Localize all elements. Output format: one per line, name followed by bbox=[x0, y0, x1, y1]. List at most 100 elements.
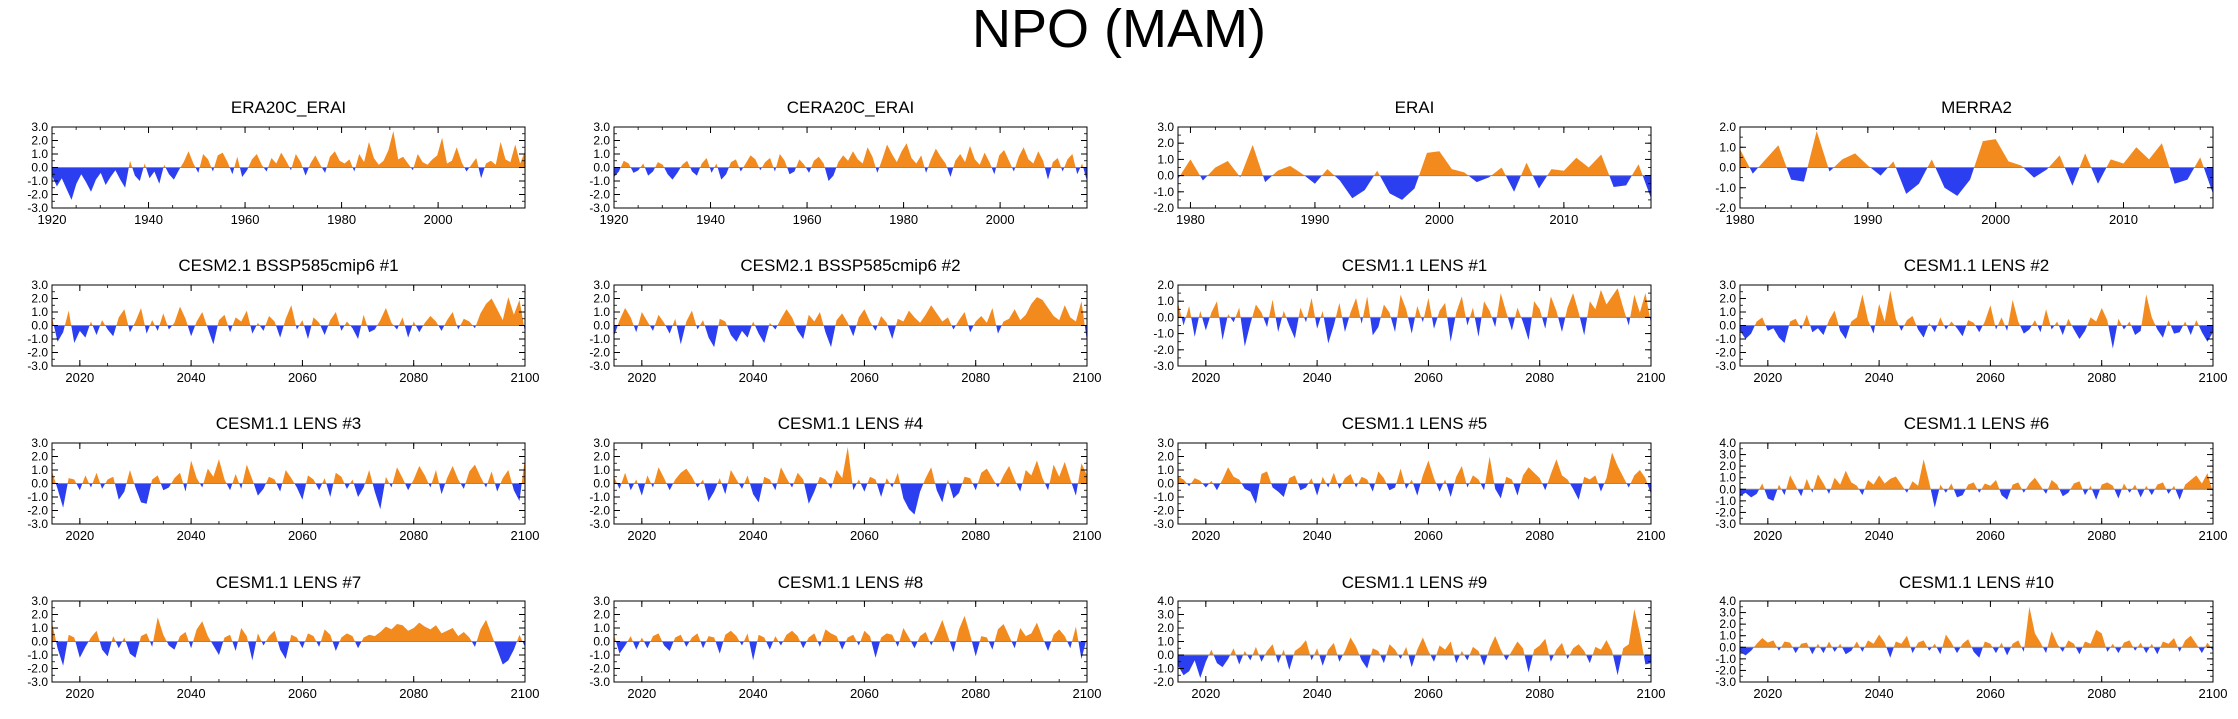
y-tick-label: -2.0 bbox=[27, 188, 48, 202]
x-tick-label: 2040 bbox=[1865, 370, 1894, 385]
y-tick-label: 0.0 bbox=[1719, 482, 1736, 496]
x-tick-label: 1990 bbox=[1853, 212, 1882, 227]
y-tick-label: -3.0 bbox=[589, 675, 610, 689]
x-tick-label: 2000 bbox=[1981, 212, 2010, 227]
x-tick-label: 2060 bbox=[850, 686, 879, 701]
negative-anomaly-area bbox=[1740, 325, 2213, 349]
y-tick-label: -2.0 bbox=[1153, 504, 1174, 518]
y-tick-label: 0.0 bbox=[593, 477, 610, 491]
y-tick-label: -2.0 bbox=[1715, 663, 1736, 677]
positive-anomaly-area bbox=[614, 447, 1087, 484]
y-tick-label: 2.0 bbox=[1719, 292, 1736, 306]
panel-title: CESM1.1 LENS #8 bbox=[778, 573, 924, 592]
positive-anomaly-area bbox=[1178, 452, 1651, 484]
chart-panel: CESM1.1 LENS #8 3.02.01.00.0-1.0-2.0-3.0 2… bbox=[589, 573, 1101, 701]
y-tick-label: 1.0 bbox=[593, 621, 610, 635]
negative-anomaly-area bbox=[1740, 167, 2213, 196]
y-tick-label: 2.0 bbox=[31, 292, 48, 306]
y-tick-label: 0.0 bbox=[1157, 477, 1174, 491]
y-tick-label: 0.0 bbox=[593, 161, 610, 175]
x-tick-label: 1980 bbox=[889, 212, 918, 227]
negative-anomaly-area bbox=[1740, 647, 2213, 658]
y-tick-label: 1.0 bbox=[1157, 635, 1174, 649]
y-tick-label: 1.0 bbox=[1157, 463, 1174, 477]
chart-panel: CESM1.1 LENS #10 4.03.02.01.00.0-1.0-2.0-… bbox=[1715, 573, 2227, 701]
panel-title: CESM2.1 BSSP585cmip6 #1 bbox=[178, 256, 398, 275]
y-tick-label: 1.0 bbox=[1157, 294, 1174, 308]
negative-anomaly-area bbox=[1178, 317, 1651, 347]
y-tick-label: -3.0 bbox=[1715, 359, 1736, 373]
x-tick-label: 2080 bbox=[961, 686, 990, 701]
y-tick-label: -2.0 bbox=[589, 662, 610, 676]
positive-anomaly-area bbox=[1740, 290, 2213, 326]
y-tick-label: -1.0 bbox=[589, 332, 610, 346]
x-tick-label: 2080 bbox=[1525, 370, 1554, 385]
x-tick-label: 2100 bbox=[2199, 686, 2228, 701]
y-tick-label: -2.0 bbox=[1715, 346, 1736, 360]
panel-title: CESM1.1 LENS #3 bbox=[216, 414, 362, 433]
y-tick-label: 1.0 bbox=[1157, 152, 1174, 166]
x-tick-label: 2100 bbox=[511, 686, 540, 701]
y-tick-label: 1.0 bbox=[593, 463, 610, 477]
panel-title: CESM1.1 LENS #5 bbox=[1342, 414, 1488, 433]
y-tick-label: -1.0 bbox=[1153, 185, 1174, 199]
y-tick-label: -2.0 bbox=[1153, 343, 1174, 357]
y-tick-label: -1.0 bbox=[27, 490, 48, 504]
x-tick-label: 2000 bbox=[986, 212, 1015, 227]
x-tick-label: 2100 bbox=[1073, 370, 1102, 385]
y-tick-label: -1.0 bbox=[27, 174, 48, 188]
y-tick-label: -1.0 bbox=[1715, 332, 1736, 346]
x-tick-label: 2060 bbox=[1414, 686, 1443, 701]
negative-anomaly-area bbox=[52, 325, 525, 345]
x-tick-label: 2060 bbox=[1976, 528, 2005, 543]
y-tick-label: -2.0 bbox=[27, 346, 48, 360]
y-tick-label: 3.0 bbox=[1719, 448, 1736, 462]
panel-title: CERA20C_ERAI bbox=[787, 98, 915, 117]
panel-title: CESM1.1 LENS #9 bbox=[1342, 573, 1488, 592]
x-tick-label: 1920 bbox=[600, 212, 629, 227]
y-tick-label: -2.0 bbox=[1715, 201, 1736, 215]
negative-anomaly-area bbox=[52, 483, 525, 510]
x-tick-label: 2080 bbox=[399, 686, 428, 701]
x-tick-label: 2020 bbox=[1753, 370, 1782, 385]
x-tick-label: 2020 bbox=[65, 686, 94, 701]
y-tick-label: 0.0 bbox=[1157, 169, 1174, 183]
y-tick-label: -3.0 bbox=[27, 359, 48, 373]
y-tick-label: 1.0 bbox=[31, 305, 48, 319]
y-tick-label: 3.0 bbox=[593, 278, 610, 292]
x-tick-label: 2060 bbox=[288, 686, 317, 701]
negative-anomaly-area bbox=[614, 483, 1087, 515]
positive-anomaly-area bbox=[614, 143, 1087, 168]
y-tick-label: 0.0 bbox=[593, 635, 610, 649]
chart-panel: CESM2.1 BSSP585cmip6 #13.02.01.00.0-1.0-… bbox=[27, 256, 539, 385]
x-tick-label: 2000 bbox=[1425, 212, 1454, 227]
panel-title: CESM1.1 LENS #4 bbox=[778, 414, 924, 433]
x-tick-label: 2040 bbox=[1303, 686, 1332, 701]
chart-panel: CERA20C_ERAI 3.02.01.00.0-1.0-2.0-3.01920… bbox=[589, 98, 1088, 227]
negative-anomaly-area bbox=[52, 641, 525, 666]
y-tick-label: -2.0 bbox=[589, 346, 610, 360]
y-tick-label: 2.0 bbox=[31, 134, 48, 148]
y-tick-label: -3.0 bbox=[589, 517, 610, 531]
positive-anomaly-area bbox=[614, 297, 1087, 326]
y-tick-label: 1.0 bbox=[1719, 471, 1736, 485]
x-tick-label: 2060 bbox=[288, 370, 317, 385]
y-tick-label: 0.0 bbox=[593, 319, 610, 333]
y-tick-label: -3.0 bbox=[27, 201, 48, 215]
x-tick-label: 2020 bbox=[1191, 686, 1220, 701]
x-tick-label: 1990 bbox=[1300, 212, 1329, 227]
y-tick-label: 1.0 bbox=[1719, 305, 1736, 319]
panel-title: CESM1.1 LENS #7 bbox=[216, 573, 362, 592]
y-tick-label: -2.0 bbox=[1153, 675, 1174, 689]
y-tick-label: -1.0 bbox=[589, 648, 610, 662]
x-tick-label: 2020 bbox=[627, 528, 656, 543]
x-tick-label: 2040 bbox=[177, 686, 206, 701]
y-tick-label: -1.0 bbox=[589, 174, 610, 188]
x-tick-label: 2100 bbox=[1073, 686, 1102, 701]
positive-anomaly-area bbox=[52, 617, 525, 642]
y-tick-label: -1.0 bbox=[589, 490, 610, 504]
y-tick-label: -1.0 bbox=[1715, 181, 1736, 195]
y-tick-label: 3.0 bbox=[1157, 436, 1174, 450]
positive-anomaly-area bbox=[1178, 288, 1651, 318]
